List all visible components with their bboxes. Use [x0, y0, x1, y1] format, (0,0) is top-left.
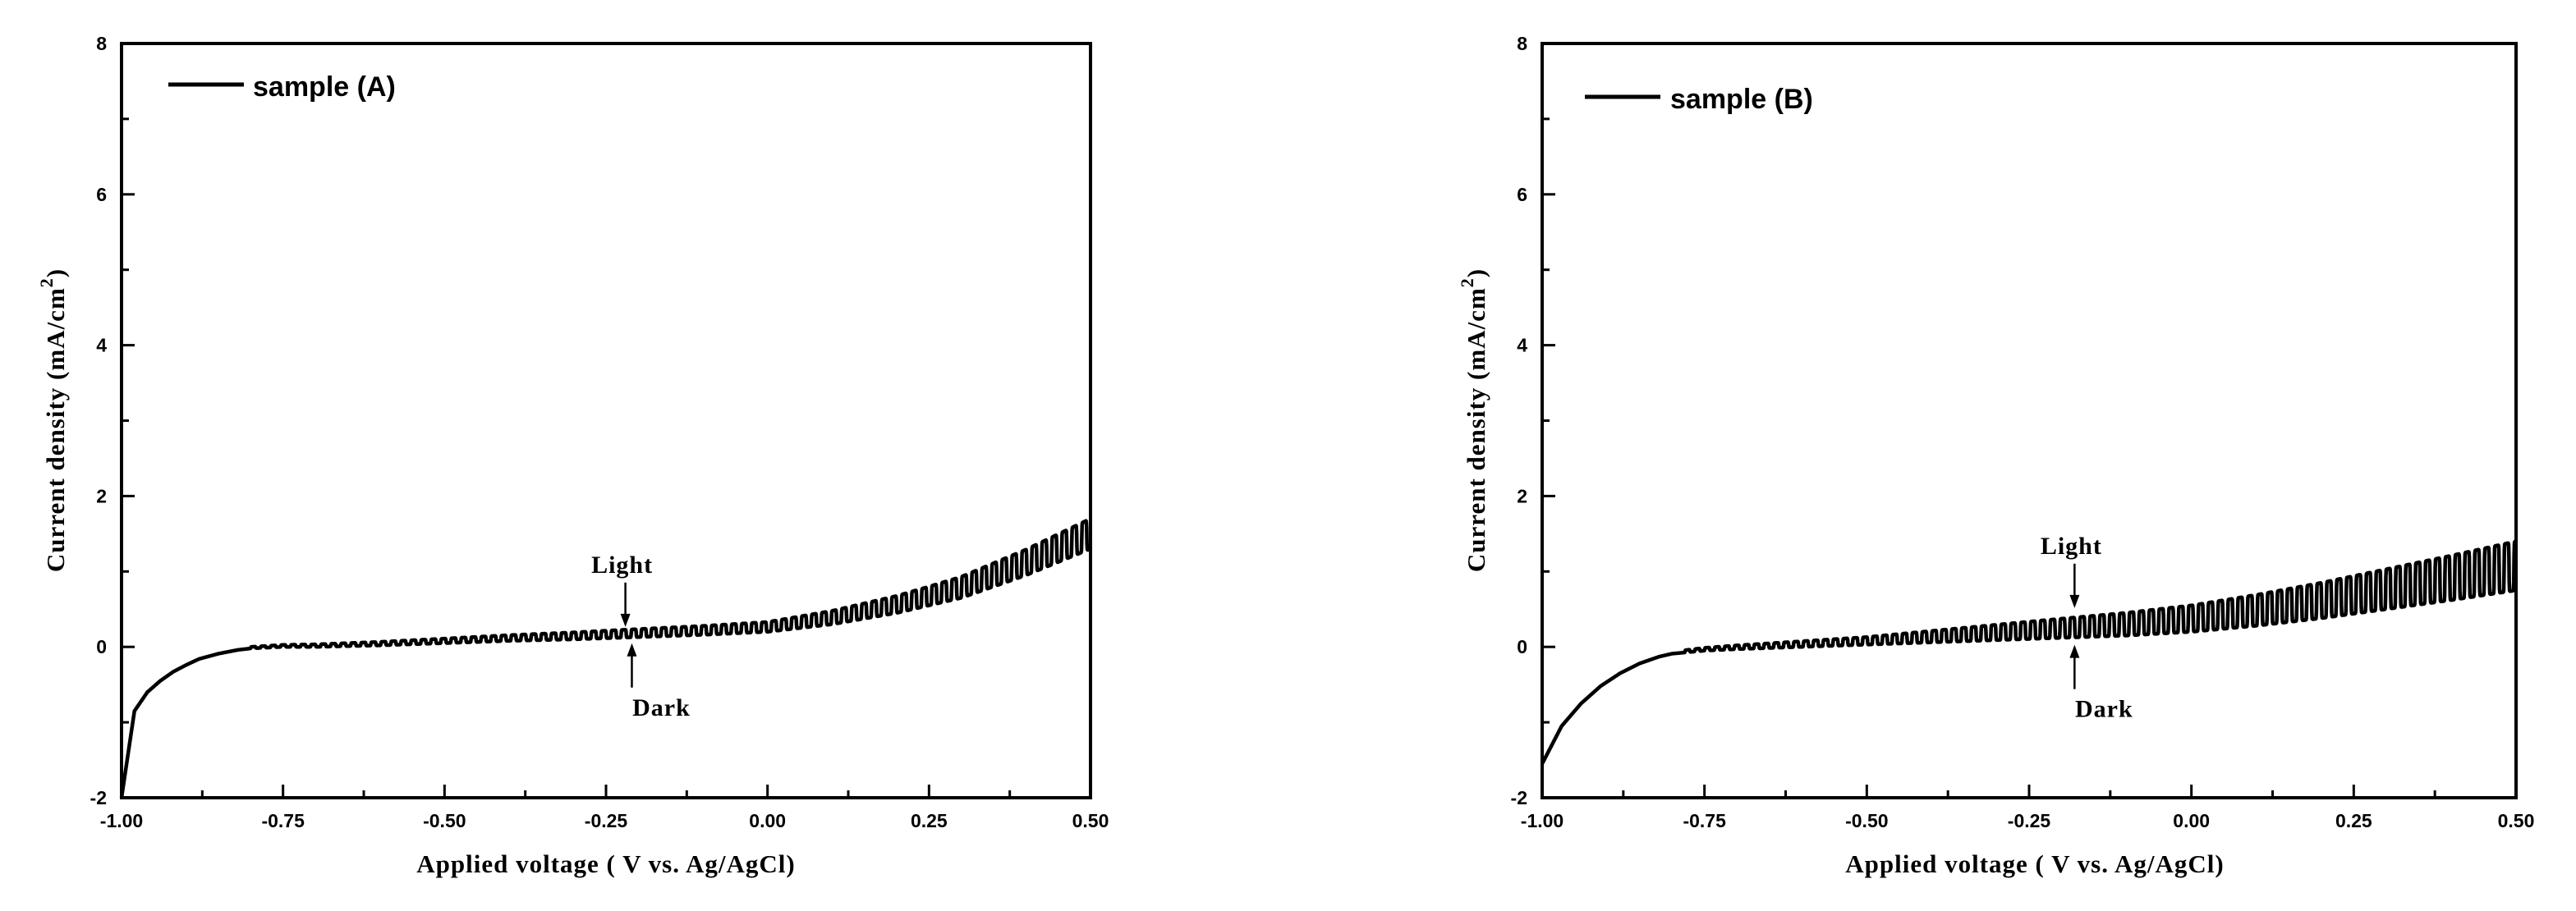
y-tick-label: 0	[1517, 636, 1527, 657]
x-axis-title: Applied voltage ( V vs. Ag/AgCl)	[416, 849, 795, 878]
annotation-light: Light	[591, 552, 653, 627]
legend-label: sample (A)	[253, 71, 396, 103]
x-tick-label: -1.00	[1521, 810, 1564, 831]
legend: sample (A)	[168, 71, 396, 103]
annotation-dark: Dark	[2069, 644, 2133, 723]
chart-panel-b: -1.00 -0.75 -0.50 -0.25 0.00 0.25 0.50 -2 0 2 4 6 8…	[1457, 33, 2534, 878]
y-axis-title-close: )	[41, 268, 70, 277]
annotation-light: Light	[2041, 533, 2102, 608]
plot-frame	[120, 42, 1092, 799]
y-tick-label: 2	[1517, 485, 1527, 506]
y-tick-label: -2	[90, 787, 107, 808]
y-axis-title: Current density (mA/cm2)	[1457, 268, 1490, 572]
y-tick-label: 6	[1517, 184, 1527, 205]
y-tick-label: 0	[96, 636, 107, 657]
chart-panel-a: -1.00 -0.75 -0.50 -0.25 0.00 0.25 0.50 -2 0 2 4 6 8…	[36, 33, 1109, 878]
series-line-sample-b	[1541, 539, 2518, 766]
x-tick-label: -1.00	[100, 810, 143, 831]
x-axis-ticks: -1.00 -0.75 -0.50 -0.25 0.00 0.25 0.50	[100, 785, 1109, 831]
y-tick-label: 6	[96, 184, 107, 205]
y-tick-label: -2	[1511, 787, 1527, 808]
x-tick-label: -0.50	[423, 810, 466, 831]
y-axis-title: Current density (mA/cm2)	[36, 268, 70, 572]
plot-frame	[1541, 42, 2518, 799]
x-tick-label: -0.75	[261, 810, 305, 831]
y-axis-title-sup: 2	[1457, 277, 1477, 287]
x-tick-label: -0.75	[1683, 810, 1726, 831]
svg-text:Dark: Dark	[2075, 696, 2133, 723]
annotations: Light Dark	[2041, 533, 2133, 723]
x-tick-label: -0.50	[1845, 810, 1888, 831]
y-tick-label: 2	[96, 485, 107, 506]
x-tick-label: 0.50	[2498, 810, 2535, 831]
series-line-sample-a	[119, 519, 1092, 799]
x-axis-ticks: -1.00 -0.75 -0.50 -0.25 0.00 0.25 0.50	[1521, 785, 2535, 831]
x-tick-label: -0.25	[585, 810, 628, 831]
annotation-dark: Dark	[627, 643, 690, 721]
x-axis-title: Applied voltage ( V vs. Ag/AgCl)	[1845, 849, 2224, 878]
x-tick-label: 0.00	[749, 810, 786, 831]
y-tick-label: 8	[96, 33, 107, 54]
annotations: Light Dark	[591, 552, 690, 721]
y-axis-title-main: Current density (mA/cm	[1462, 287, 1490, 572]
y-axis-title-sup: 2	[36, 277, 57, 287]
y-tick-label: 4	[96, 335, 107, 356]
y-tick-label: 4	[1517, 335, 1527, 356]
y-axis-title-main: Current density (mA/cm	[41, 287, 70, 572]
x-tick-label: 0.50	[1072, 810, 1109, 831]
y-tick-label: 8	[1517, 33, 1527, 54]
svg-text:Light: Light	[2041, 533, 2102, 560]
legend: sample (B)	[1585, 84, 1813, 115]
x-tick-label: 0.00	[2173, 810, 2210, 831]
svg-text:Dark: Dark	[632, 694, 691, 721]
x-tick-label: 0.25	[911, 810, 948, 831]
y-axis-ticks: -2 0 2 4 6 8	[90, 33, 135, 808]
x-tick-label: -0.25	[2008, 810, 2051, 831]
y-axis-title-close: )	[1462, 268, 1490, 277]
y-axis-ticks: -2 0 2 4 6 8	[1511, 33, 1555, 808]
svg-text:Light: Light	[591, 552, 653, 579]
legend-label: sample (B)	[1670, 84, 1813, 115]
x-tick-label: 0.25	[2335, 810, 2372, 831]
